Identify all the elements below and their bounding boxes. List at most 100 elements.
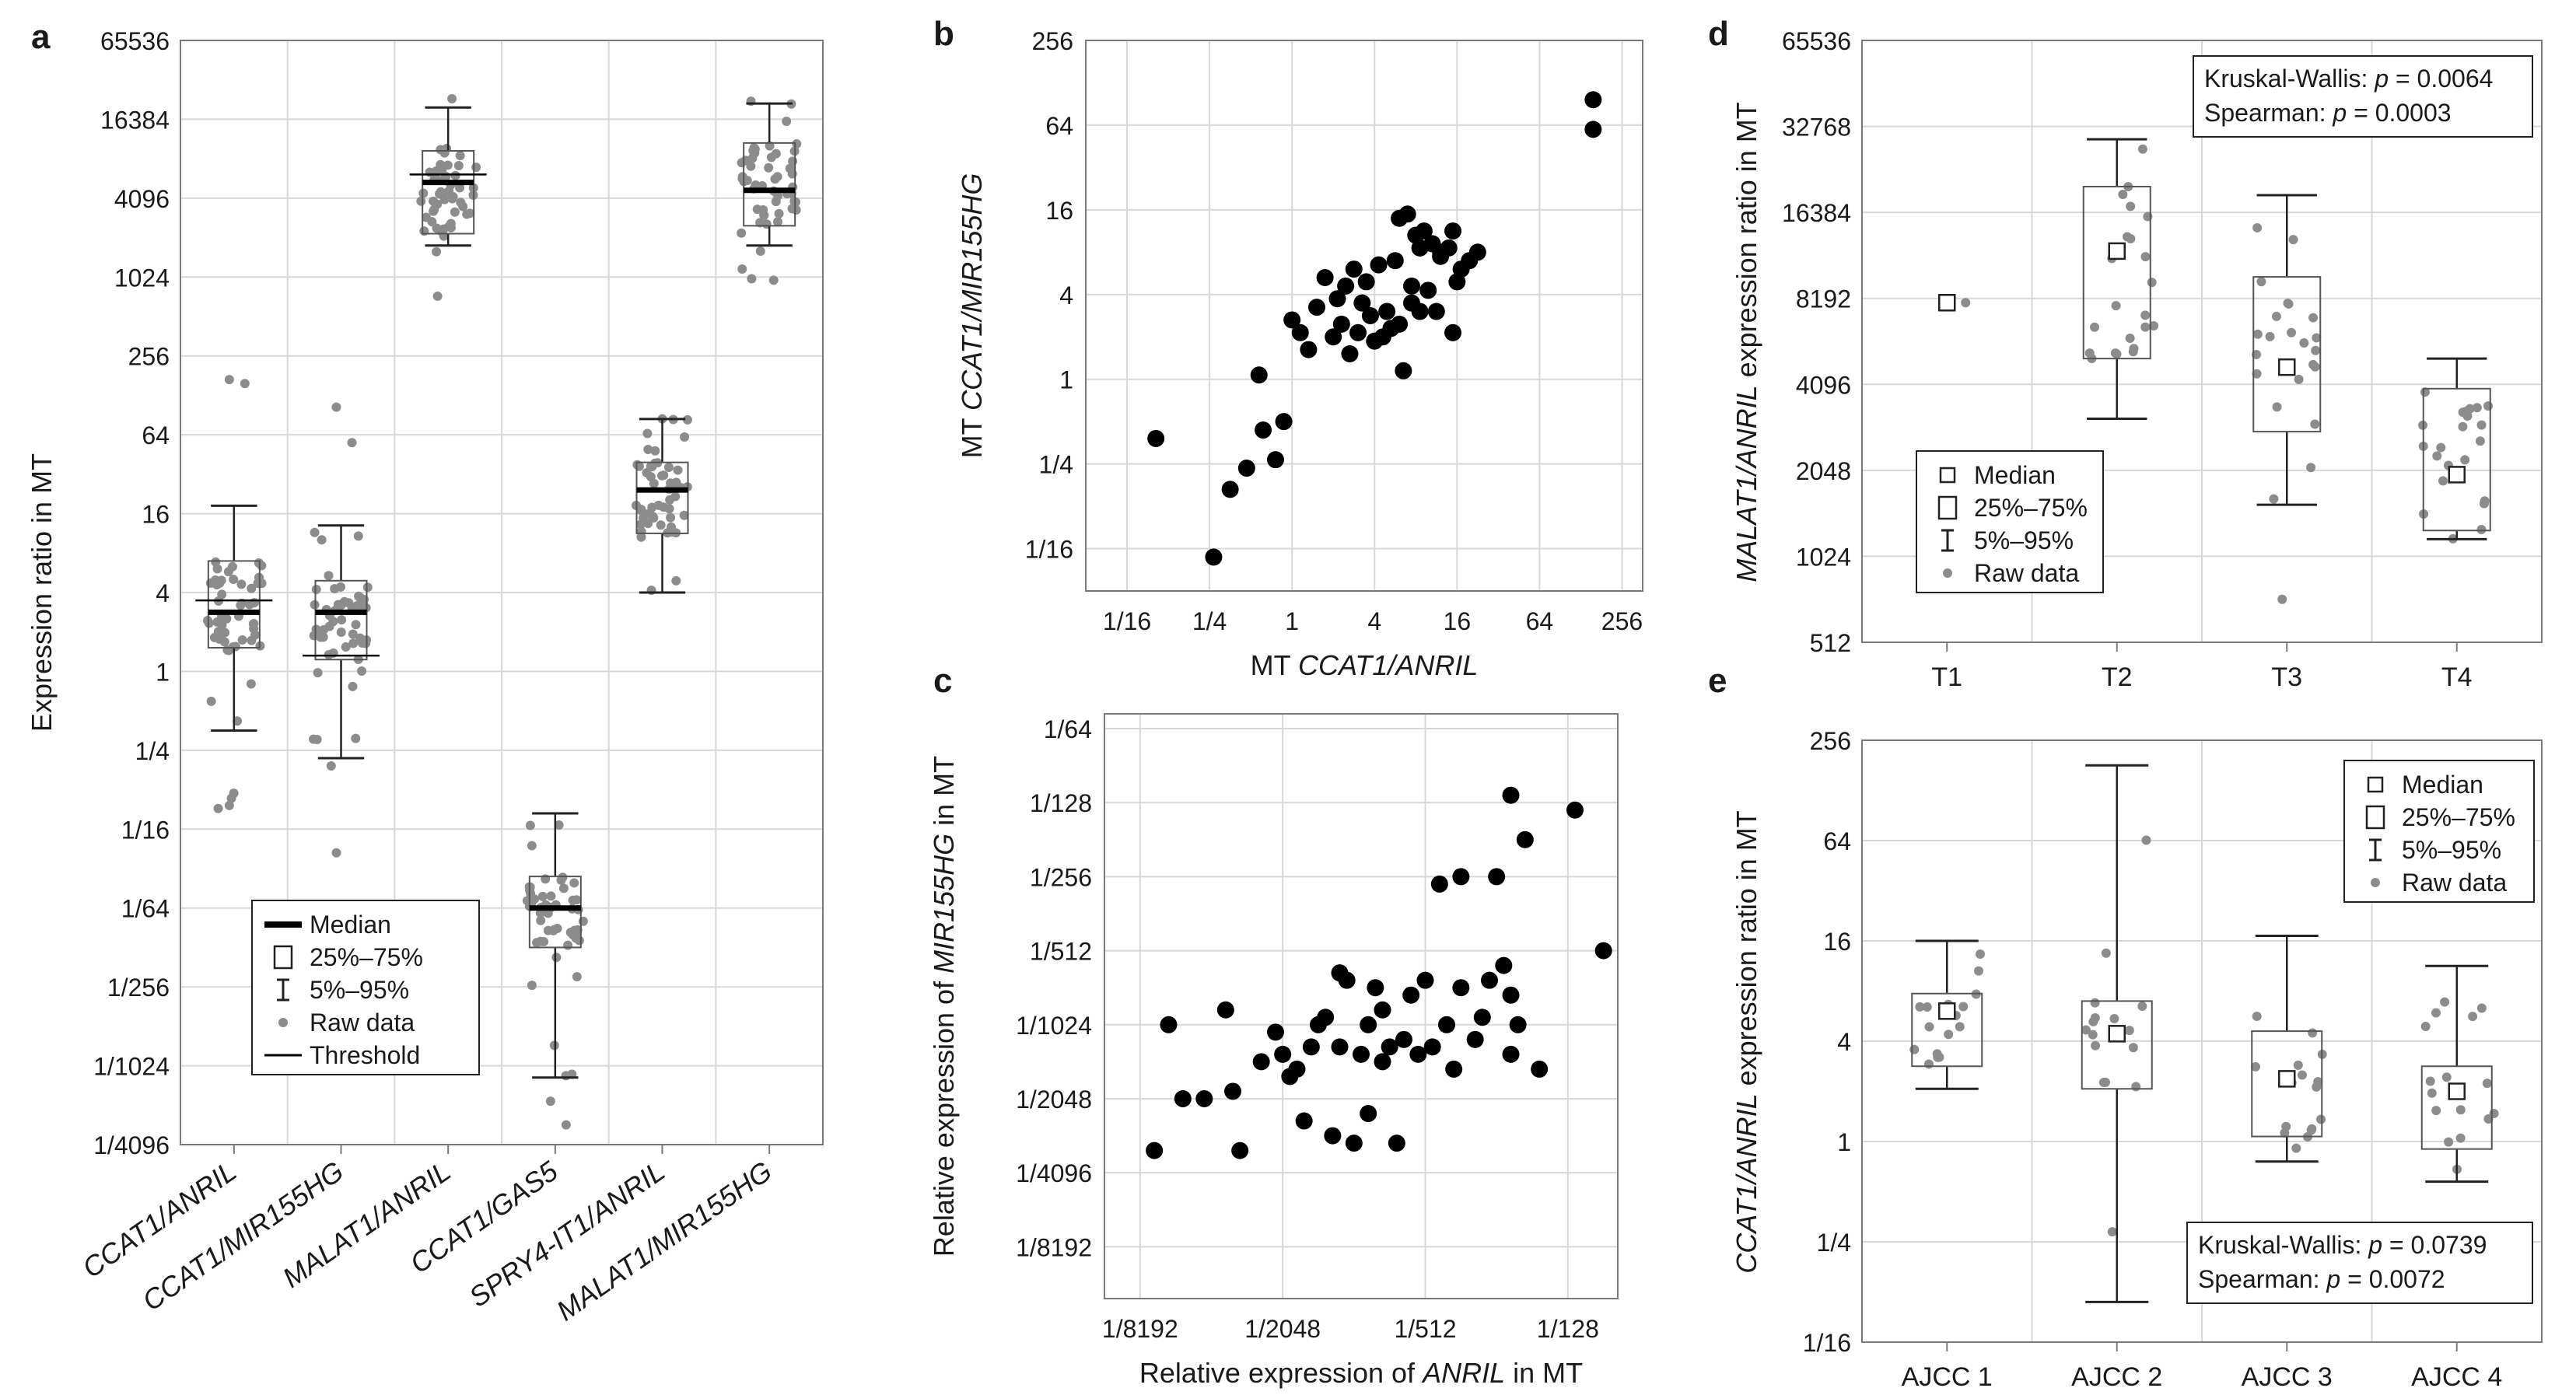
panel-d-raw-data-point <box>2458 421 2468 432</box>
panel-a-raw-data-point <box>551 953 562 963</box>
panel-a-raw-data-point <box>764 163 774 173</box>
panel-d-stats-text: Kruskal-Wallis: p = 0.0064 <box>2204 65 2493 93</box>
panel-a-raw-data-point <box>539 936 549 946</box>
panel-c-data-point <box>1594 942 1612 960</box>
panel-b-data-point <box>1250 366 1268 384</box>
panel-a-raw-data-point <box>357 666 367 677</box>
panel-a-raw-data-point <box>653 500 663 510</box>
panel-b-data-point <box>1411 302 1429 320</box>
panel-a-raw-data-point <box>635 519 646 530</box>
panel-c-x-axis-label: Relative expression of ANRIL in MT <box>1139 1357 1583 1389</box>
panel-a-raw-data-point <box>348 638 359 649</box>
panel-c-data-point <box>1231 1142 1249 1159</box>
panel-e-median-marker <box>2448 1082 2466 1100</box>
panel-b-plot-frame <box>1085 40 1643 592</box>
panel-b-data-point <box>1275 413 1293 431</box>
panel-c-data-point <box>1374 1053 1391 1071</box>
panel-d-x-category-label: T2 <box>2102 663 2133 692</box>
panel-b-data-point <box>1221 481 1239 498</box>
panel-a-raw-data-point <box>636 526 646 537</box>
panel-c-data-point <box>1502 786 1520 804</box>
panel-e-raw-data-point <box>2131 1082 2141 1092</box>
panel-d-raw-data-point <box>2283 298 2293 308</box>
panel-d-raw-data-point <box>2140 310 2151 320</box>
panel-e-y-tick-label: 256 <box>1810 727 1851 755</box>
panel-d-y-tick-label: 512 <box>1810 629 1851 657</box>
panel-e-raw-data-point <box>2081 1025 2091 1035</box>
panel-a-y-tick-label: 1/16 <box>121 816 170 844</box>
panel-a-raw-data-point <box>642 428 653 439</box>
panel-b-data-point <box>1325 328 1342 346</box>
panel-e-raw-data-point <box>2476 1003 2487 1013</box>
panel-a-raw-data-point <box>237 635 247 645</box>
panel-a-box-25-75 <box>635 461 689 534</box>
panel-a-raw-data-point <box>663 463 674 473</box>
panel-a-y-tick-label: 4096 <box>114 185 170 213</box>
panel-b-x-tick-label: 1 <box>1285 607 1299 635</box>
panel-e-raw-data-point <box>2306 1125 2316 1135</box>
panel-e-raw-data-point <box>2297 1070 2307 1080</box>
panel-c-data-point <box>1367 979 1384 997</box>
panel-a-raw-data-point <box>650 458 660 468</box>
panel-b-data-point <box>1395 362 1412 379</box>
panel-a-raw-data-point <box>680 432 690 442</box>
panel-a-y-tick-label: 1024 <box>114 264 170 292</box>
panel-d-box-25-75 <box>2422 387 2491 532</box>
panel-a-y-tick-label: 1/4096 <box>93 1131 170 1159</box>
panel-e-raw-data-point <box>2482 1079 2492 1089</box>
panel-c-x-tick-label: 1/512 <box>1394 1315 1456 1343</box>
panel-b-data-point <box>1332 315 1350 333</box>
panel-e-raw-data-point <box>2124 1026 2134 1036</box>
panel-a-raw-data-point <box>446 222 456 232</box>
panel-d-raw-data-point <box>2476 420 2487 430</box>
panel-a-raw-data-point <box>429 206 439 216</box>
panel-d-raw-data-point <box>2125 333 2135 343</box>
panel-a-raw-data-point <box>439 231 449 241</box>
panel-b-data-point <box>1584 91 1602 109</box>
panel-d-raw-data-point <box>2147 278 2157 288</box>
panel-e-stats-text: Spearman: p = 0.0072 <box>2198 1265 2445 1293</box>
panel-a-raw-data-point <box>362 582 373 593</box>
panel-b-y-tick-label: 64 <box>1045 112 1073 140</box>
panel-a-raw-data-point <box>747 274 757 284</box>
panel-b-y-tick-label: 256 <box>1032 27 1073 55</box>
panel-a-raw-data-point <box>429 196 439 206</box>
panel-d-raw-data-point <box>2277 594 2287 604</box>
panel-c-data-point <box>1195 1089 1213 1107</box>
panel-c-x-tick-label: 1/8192 <box>1102 1315 1178 1343</box>
panel-a-raw-data-point <box>418 188 429 198</box>
panel-a-raw-data-point <box>527 981 537 991</box>
panel-a-raw-data-point <box>257 561 267 571</box>
panel-e-plot-frame <box>1861 739 2543 1343</box>
panel-a-raw-data-point <box>317 535 327 545</box>
panel-d-raw-data-point <box>2126 234 2136 244</box>
panel-a-raw-data-point <box>671 575 681 586</box>
panel-a-raw-data-point <box>650 446 660 456</box>
panel-a-raw-data-point <box>357 638 367 648</box>
panel-d-y-tick-label: 2048 <box>1796 457 1851 485</box>
panel-a-raw-data-point <box>233 716 243 726</box>
panel-a-raw-data-point <box>336 627 346 637</box>
panel-b-data-point <box>1283 311 1301 329</box>
panel-a-raw-data-point <box>758 205 768 215</box>
panel-a-raw-data-point <box>326 761 336 771</box>
panel-a-box-25-75 <box>422 150 475 235</box>
panel-d-raw-data-point <box>2269 494 2279 504</box>
panel-e-raw-data-point <box>2483 1114 2494 1124</box>
panel-b-x-tick-label: 256 <box>1601 607 1643 635</box>
panel-e-raw-data-point <box>2252 1011 2262 1021</box>
panel-e-y-tick-label: 1 <box>1837 1128 1851 1156</box>
panel-a-raw-data-point <box>561 1120 571 1130</box>
panel-c-data-point <box>1502 1045 1520 1063</box>
panel-a-raw-data-point <box>679 510 689 520</box>
panel-d-raw-data-point <box>2252 329 2263 339</box>
panel-a-box-25-75 <box>743 142 796 227</box>
panel-d-legend-label: 5%–95% <box>1974 526 2074 554</box>
panel-d-legend-median-symbol <box>1939 467 1956 484</box>
panel-a-raw-data-point <box>546 891 556 901</box>
panel-a-y-tick-label: 1 <box>156 658 170 686</box>
panel-a-raw-data-point <box>217 589 227 600</box>
panel-e-x-category-label: AJCC 3 <box>2242 1362 2333 1392</box>
panel-d-raw-data-point <box>2287 327 2297 337</box>
panel-e-raw-data-point <box>2441 1072 2452 1082</box>
